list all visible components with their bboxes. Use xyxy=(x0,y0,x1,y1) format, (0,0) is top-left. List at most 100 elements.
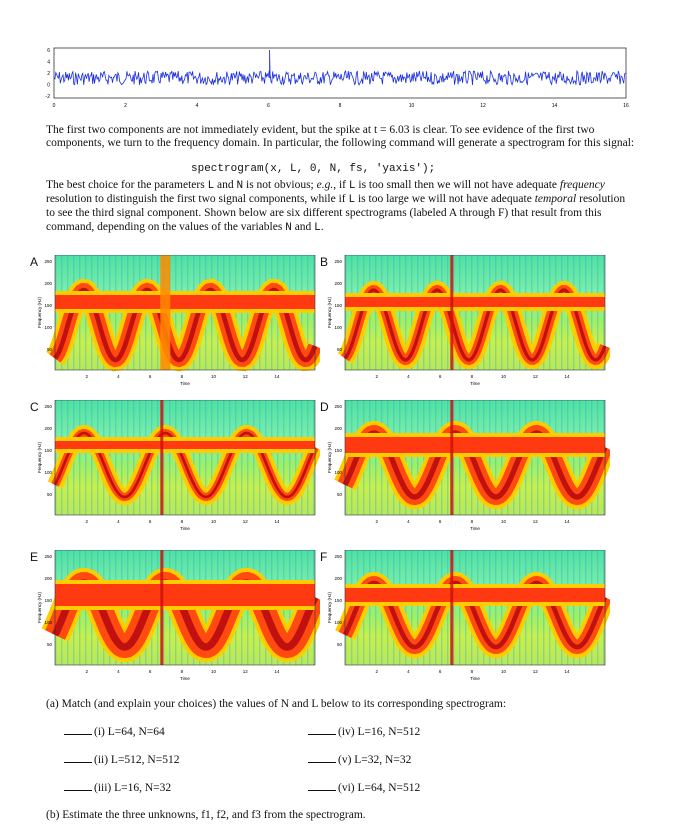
x-tick-label: 10 xyxy=(501,669,507,674)
x-tick-label: 14 xyxy=(274,374,280,379)
x-tick-label: 14 xyxy=(564,374,570,379)
x-tick-label: 12 xyxy=(243,519,249,524)
spectrogram-frame xyxy=(54,400,316,516)
x-axis-label: Time xyxy=(180,381,190,386)
x-tick-label: 2 xyxy=(375,669,378,674)
y-tick-label: 150 xyxy=(44,598,52,603)
y-tick-label: 100 xyxy=(44,620,52,625)
option-vi[interactable]: (vi) L=64, N=512 xyxy=(308,781,420,794)
x-tick-label: 8 xyxy=(181,669,184,674)
x-tick-label: 2 xyxy=(85,374,88,379)
y-tick-label: 150 xyxy=(334,303,342,308)
spectrogram-frame xyxy=(54,550,316,666)
y-tick-label: 200 xyxy=(44,281,52,286)
y-tick-label: 100 xyxy=(44,325,52,330)
signal-plot-frame xyxy=(53,47,627,99)
y-tick-label: 200 xyxy=(334,426,342,431)
option-v[interactable]: (v) L=32, N=32 xyxy=(308,753,411,766)
x-tick-label: 4 xyxy=(117,669,120,674)
x-tick-label: 6 xyxy=(439,374,442,379)
x-tick-label: 4 xyxy=(407,669,410,674)
x-tick-label: 10 xyxy=(211,374,217,379)
impulse-line xyxy=(160,255,171,370)
y-tick-label: 100 xyxy=(334,620,342,625)
chirp-core xyxy=(343,288,607,362)
signal-y-tick: 2 xyxy=(47,71,50,77)
x-tick-label: 8 xyxy=(471,374,474,379)
option-iv[interactable]: (iv) L=16, N=512 xyxy=(308,725,420,738)
option-ii[interactable]: (ii) L=512, N=512 xyxy=(64,753,179,766)
signal-x-tick: 6 xyxy=(267,103,270,109)
x-tick-label: 4 xyxy=(117,519,120,524)
y-tick-label: 250 xyxy=(44,259,52,264)
signal-x-tick: 2 xyxy=(124,103,127,109)
x-tick-label: 12 xyxy=(243,669,249,674)
y-tick-label: 200 xyxy=(44,426,52,431)
spectrogram-b: 250 200 150 100 50 Frequency (Hz) 2 4 6 8 10 12 14 Ti… xyxy=(327,255,610,386)
y-tick-label: 200 xyxy=(44,576,52,581)
panel-label-c: C xyxy=(30,400,39,414)
y-tick-label: 150 xyxy=(44,303,52,308)
x-axis-label: Time xyxy=(180,676,190,681)
signal-trace xyxy=(53,49,626,87)
x-tick-label: 14 xyxy=(564,519,570,524)
y-tick-label: 50 xyxy=(337,642,343,647)
x-axis-label: Time xyxy=(470,381,480,386)
x-tick-label: 4 xyxy=(407,519,410,524)
tone-band xyxy=(55,441,315,449)
y-tick-label: 200 xyxy=(334,576,342,581)
y-tick-label: 250 xyxy=(44,554,52,559)
spectrogram-frame xyxy=(344,255,606,371)
signal-y-tick: -2 xyxy=(46,94,51,100)
impulse-line xyxy=(450,550,454,665)
spectrogram-c: 250 200 150 100 50 Frequency (Hz) 2 4 6 8 10 12 14 Ti… xyxy=(37,400,320,531)
x-tick-label: 4 xyxy=(407,374,410,379)
y-tick-label: 250 xyxy=(334,554,342,559)
y-tick-label: 150 xyxy=(334,448,342,453)
x-tick-label: 10 xyxy=(501,519,507,524)
signal-x-tick: 8 xyxy=(339,103,342,109)
x-tick-label: 8 xyxy=(181,374,184,379)
signal-x-tick: 14 xyxy=(552,103,558,109)
command-line: spectrogram(x, L, 0, N, fs, 'yaxis'); xyxy=(191,163,436,175)
x-tick-label: 10 xyxy=(211,519,217,524)
x-tick-label: 8 xyxy=(471,669,474,674)
x-tick-label: 12 xyxy=(533,669,539,674)
option-i[interactable]: (i) L=64, N=64 xyxy=(64,725,165,738)
paragraph-1: The first two components are not immedia… xyxy=(46,124,635,150)
y-tick-label: 50 xyxy=(47,642,53,647)
panel-label-f: F xyxy=(320,550,328,564)
signal-x-tick: 4 xyxy=(196,103,199,109)
impulse-line xyxy=(160,400,164,515)
spectrogram-e: 250 200 150 100 50 Frequency (Hz) 2 4 6 8 10 12 14 Ti… xyxy=(37,550,320,681)
y-tick-label: 50 xyxy=(47,347,53,352)
signal-x-tick: 16 xyxy=(623,103,629,109)
panel-label-a: A xyxy=(30,255,39,269)
impulse-line xyxy=(450,400,454,515)
x-tick-label: 8 xyxy=(471,519,474,524)
spectrogram-frame xyxy=(54,255,316,371)
y-axis-label: Frequency (Hz) xyxy=(37,591,42,623)
signal-y-tick: 6 xyxy=(47,48,50,54)
option-iii[interactable]: (iii) L=16, N=32 xyxy=(64,781,171,794)
x-tick-label: 6 xyxy=(149,669,152,674)
y-tick-label: 250 xyxy=(334,404,342,409)
y-tick-label: 50 xyxy=(47,492,53,497)
y-axis-label: Frequency (Hz) xyxy=(37,296,42,328)
y-tick-label: 50 xyxy=(337,347,343,352)
question-b: (b) Estimate the three unknowns, f1, f2,… xyxy=(46,809,366,821)
panel-label-e: E xyxy=(30,550,39,564)
y-tick-label: 100 xyxy=(334,470,342,475)
y-tick-label: 200 xyxy=(334,281,342,286)
x-axis-label: Time xyxy=(180,526,190,531)
panel-label-b: B xyxy=(320,255,329,269)
y-axis-label: Frequency (Hz) xyxy=(327,441,332,473)
signal-x-tick: 0 xyxy=(53,103,56,109)
y-axis-label: Frequency (Hz) xyxy=(327,296,332,328)
tone-band xyxy=(345,437,605,453)
x-tick-label: 6 xyxy=(149,374,152,379)
spectrogram-a: 250 200 150 100 50 Frequency (Hz) 2 4 6 8 10 12 14 Ti… xyxy=(37,255,320,386)
signal-x-tick: 12 xyxy=(480,103,486,109)
question-a: (a) Match (and explain your choices) the… xyxy=(46,698,507,710)
